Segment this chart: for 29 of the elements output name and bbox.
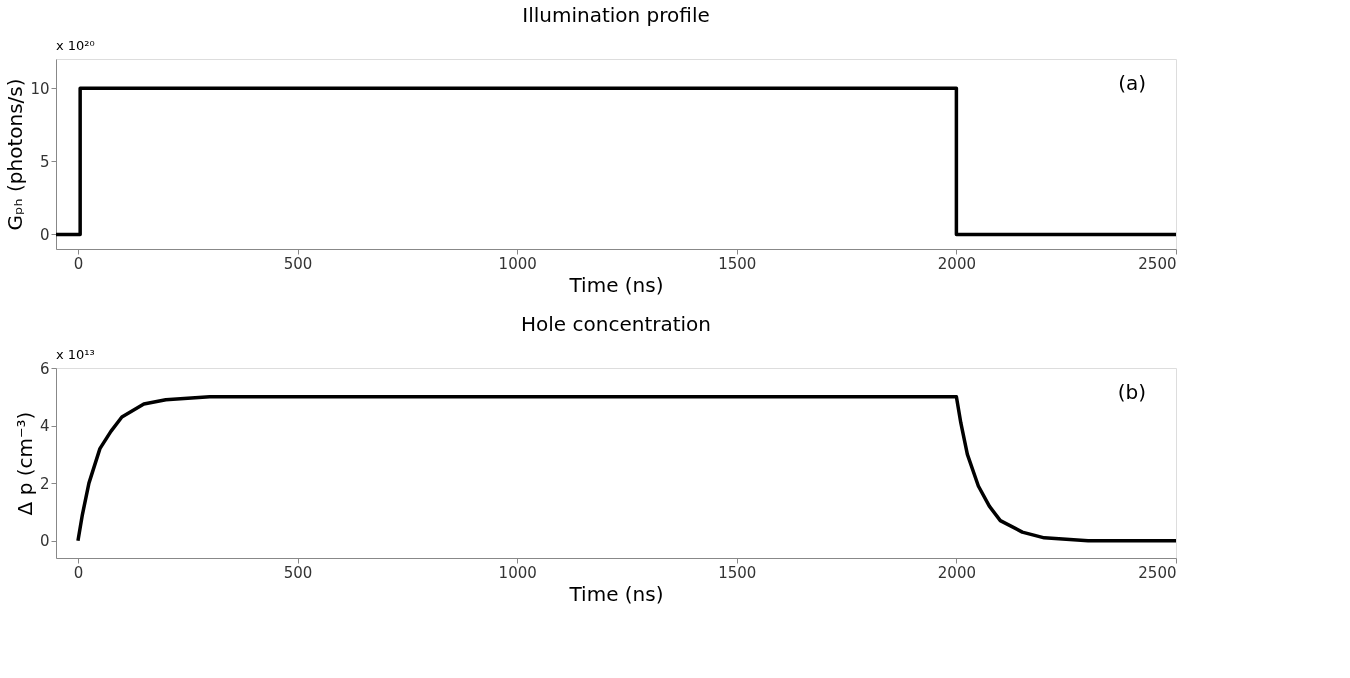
x-tick-label: 2500 xyxy=(1138,254,1177,273)
x-tick-label: 500 xyxy=(283,563,313,582)
x-tick-label: 2000 xyxy=(937,254,976,273)
y-tick-label: 10 xyxy=(30,79,50,98)
y-tick-label: 6 xyxy=(39,359,50,378)
annotation: (a) xyxy=(1118,70,1146,95)
chart-title: Illumination profile xyxy=(522,3,710,27)
x-tick-label: 2000 xyxy=(937,563,976,582)
y-axis-title: Δ p (cm⁻³) xyxy=(12,411,37,516)
x-axis-title: Time (ns) xyxy=(568,581,664,606)
x-tick-label: 1500 xyxy=(718,254,757,273)
y-axis-title: Gₚₕ (photons/s) xyxy=(3,78,28,231)
text: x 10²⁰ xyxy=(56,38,95,53)
text: x 10¹³ xyxy=(56,347,95,362)
y-tick-label: 0 xyxy=(39,225,50,244)
y-tick-label: 4 xyxy=(39,417,50,436)
x-tick-label: 0 xyxy=(73,254,84,273)
y-tick-label: 2 xyxy=(39,474,50,493)
y-tick-label: 5 xyxy=(39,152,50,171)
x-tick-label: 1500 xyxy=(718,563,757,582)
x-tick-label: 0 xyxy=(73,563,84,582)
x-tick-label: 2500 xyxy=(1138,563,1177,582)
x-tick-label: 1000 xyxy=(498,563,537,582)
annotation: (b) xyxy=(1117,379,1146,404)
x-tick-label: 500 xyxy=(283,254,313,273)
chart-title: Hole concentration xyxy=(520,312,712,336)
x-tick-label: 1000 xyxy=(498,254,537,273)
y-tick-label: 0 xyxy=(39,532,50,551)
x-axis-title: Time (ns) xyxy=(568,272,664,297)
